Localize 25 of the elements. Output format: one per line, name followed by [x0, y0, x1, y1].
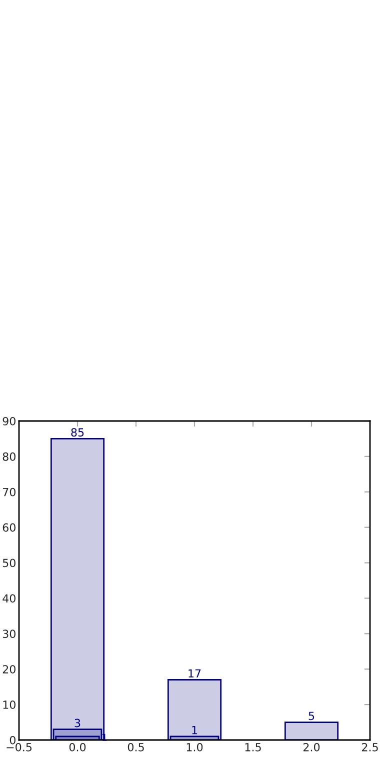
- y-tick-label: 0: [10, 736, 16, 744]
- data-label: 3: [74, 718, 80, 728]
- data-label: 17: [188, 669, 201, 678]
- y-tick-label: 50: [2, 558, 16, 568]
- bar: [167, 679, 222, 740]
- x-tick-label: 2.0: [303, 742, 320, 752]
- data-label: 85: [71, 428, 84, 437]
- y-tick-label: 90: [2, 416, 16, 426]
- y-tick-label: 10: [3, 700, 16, 709]
- x-tick-label: 0.5: [128, 742, 144, 752]
- x-tick-label: 0.0: [69, 742, 86, 752]
- x-tick-label: −0.5: [6, 742, 32, 752]
- x-tick-label: 1.5: [245, 743, 261, 752]
- data-label: 1: [192, 726, 198, 734]
- data-label: 5: [308, 712, 314, 720]
- y-tick-label: 60: [2, 523, 16, 532]
- y-tick-label: 20: [2, 665, 16, 674]
- bar: [50, 438, 105, 740]
- y-tick-label: 30: [2, 630, 16, 638]
- y-tick-label: 40: [2, 594, 16, 603]
- x-tick-label: 1.0: [186, 742, 203, 752]
- y-tick-label: 80: [2, 452, 16, 461]
- x-tick-label: 2.5: [362, 742, 378, 752]
- y-tick-label: 70: [2, 488, 16, 496]
- bar: [284, 722, 339, 740]
